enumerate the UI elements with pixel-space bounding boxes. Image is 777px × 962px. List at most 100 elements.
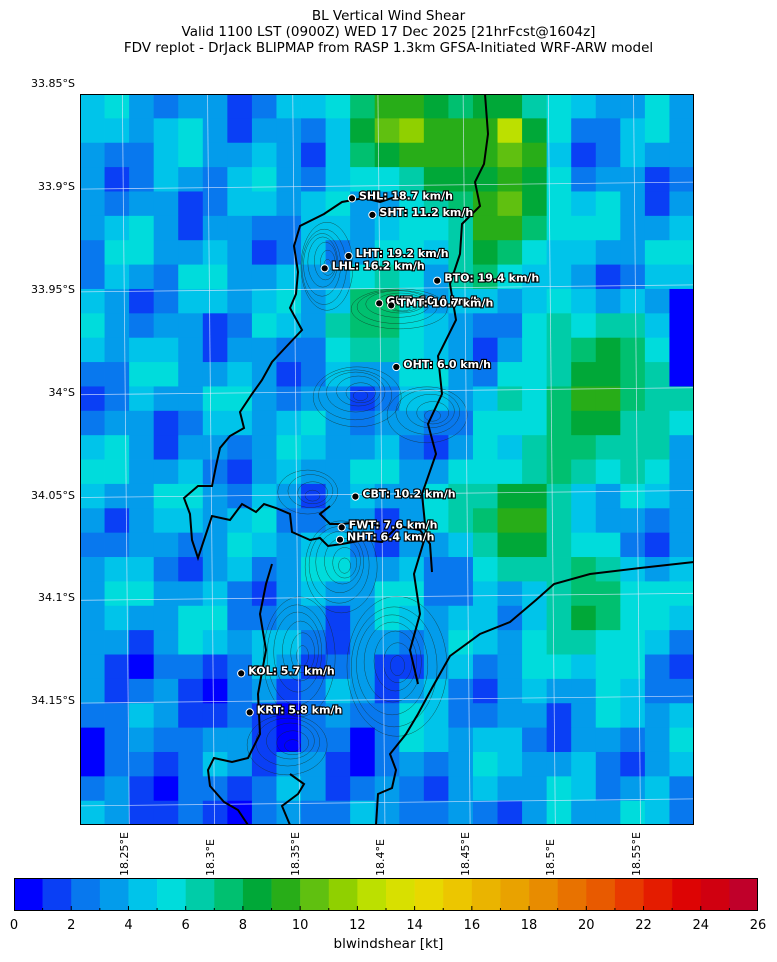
grid-cell — [301, 800, 326, 825]
grid-cell — [669, 240, 694, 265]
grid-cell — [669, 94, 694, 119]
grid-cell — [251, 751, 277, 777]
grid-cell — [522, 167, 548, 192]
grid-cell — [423, 581, 449, 607]
grid-cell — [104, 776, 130, 802]
grid-cell — [497, 532, 523, 558]
grid-cell — [595, 386, 621, 412]
grid-cell — [448, 459, 474, 485]
grid-cell — [497, 751, 523, 777]
contour-line — [356, 289, 438, 324]
grid-cell — [104, 167, 130, 192]
grid-cell — [399, 142, 425, 168]
grid-cell — [202, 532, 228, 558]
grid-cell — [644, 435, 670, 460]
grid-cell — [350, 581, 376, 607]
grid-cell — [423, 362, 449, 387]
grid-cell — [301, 118, 326, 144]
lon-tick-label: 18.5°E — [544, 839, 558, 876]
grid-cell — [104, 751, 130, 777]
graticule-lat-line — [80, 284, 694, 293]
grid-cell — [644, 94, 670, 119]
grid-cell — [546, 459, 572, 485]
grid-cell — [251, 800, 277, 825]
grid-cell — [399, 483, 425, 509]
grid-cell — [80, 459, 105, 485]
grid-cell — [595, 703, 621, 729]
grid-cell — [202, 605, 228, 631]
grid-cell — [227, 678, 253, 704]
grid-cell — [202, 337, 228, 363]
grid-cell — [546, 264, 572, 290]
grid-cell — [546, 532, 572, 558]
grid-cell — [80, 118, 105, 144]
grid-cell — [399, 240, 425, 265]
grid-cell — [448, 435, 474, 460]
grid-cell — [399, 557, 425, 582]
colorbar-swatch — [185, 878, 215, 911]
grid-cell — [546, 800, 572, 825]
grid-cell — [104, 459, 130, 485]
grid-cell — [104, 532, 130, 558]
grid-cell — [350, 751, 376, 777]
grid-cell — [595, 191, 621, 217]
grid-cell — [350, 118, 376, 144]
grid-cell — [423, 118, 449, 144]
grid-cell — [251, 557, 277, 582]
grid-cell — [153, 435, 179, 460]
grid-cell — [129, 727, 155, 753]
grid-cell — [522, 678, 548, 704]
grid-cell — [595, 167, 621, 192]
grid-cell — [251, 386, 277, 412]
grid-cell — [448, 703, 474, 729]
grid-cell — [153, 386, 179, 412]
grid-cell — [80, 313, 105, 339]
grid-cell — [104, 508, 130, 534]
grid-cell — [227, 557, 253, 582]
station-marker-sht — [368, 210, 377, 220]
grid-cell — [522, 703, 548, 729]
grid-cell — [325, 435, 351, 460]
grid-cell — [80, 751, 105, 777]
station-label-lht: LHT: 19.2 km/h — [356, 247, 449, 260]
grid-cell — [153, 800, 179, 825]
grid-cell — [571, 605, 597, 631]
grid-cell — [202, 435, 228, 460]
grid-cell — [571, 142, 597, 168]
grid-cell — [153, 142, 179, 168]
grid-cell — [423, 142, 449, 168]
grid-cell — [472, 191, 498, 217]
grid-cell — [227, 288, 253, 314]
grid-cell — [472, 313, 498, 339]
grid-cell — [571, 654, 597, 680]
grid-cell — [546, 776, 572, 802]
grid-cell — [80, 557, 105, 582]
grid-cell — [595, 581, 621, 607]
grid-cell — [301, 654, 326, 680]
grid-cell — [497, 191, 523, 217]
grid-cell — [571, 215, 597, 241]
grid-cell — [178, 313, 204, 339]
grid-cell — [227, 727, 253, 753]
grid-cell — [522, 264, 548, 290]
grid-cell — [153, 581, 179, 607]
grid-cell — [522, 751, 548, 777]
grid-cell — [374, 264, 400, 290]
grid-cell — [571, 532, 597, 558]
grid-cell — [178, 118, 204, 144]
grid-cell — [276, 459, 302, 485]
contour-line — [395, 389, 460, 435]
coastline — [182, 94, 694, 825]
colorbar-swatch — [42, 878, 72, 911]
grid-cell — [620, 800, 646, 825]
lon-tick-label: 18.25°E — [118, 832, 132, 876]
grid-cell — [620, 191, 646, 217]
grid-cell — [227, 581, 253, 607]
contour-line — [284, 739, 301, 752]
grid-cell — [80, 678, 105, 704]
grid-cell — [129, 142, 155, 168]
grid-cell — [571, 191, 597, 217]
grid-cell — [80, 167, 105, 192]
grid-cell — [472, 557, 498, 582]
grid-cell — [571, 337, 597, 363]
